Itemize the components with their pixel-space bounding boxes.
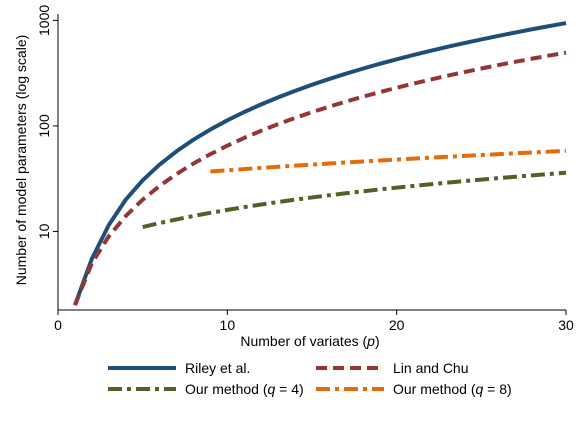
y-ticks: 10 100 1000 xyxy=(36,5,58,239)
series-line-0 xyxy=(73,21,567,306)
y-axis-title: Number of model parameters (log scale) xyxy=(13,35,29,286)
x-tick-label: 10 xyxy=(220,317,236,333)
legend-label-riley: Riley et al. xyxy=(185,360,250,376)
series-lines xyxy=(73,21,567,306)
x-tick-label: 30 xyxy=(558,317,574,333)
legend: Riley et al. Lin and Chu Our method (q =… xyxy=(108,360,512,397)
y-tick-label: 1000 xyxy=(36,5,52,36)
legend-label-lin-chu: Lin and Chu xyxy=(393,360,469,376)
y-tick-label: 100 xyxy=(36,114,52,138)
legend-label-q4: Our method (q = 4) xyxy=(185,381,304,397)
x-ticks: 0 10 20 30 xyxy=(54,310,574,333)
x-tick-label: 20 xyxy=(389,317,405,333)
legend-label-q8: Our method (q = 8) xyxy=(393,381,512,397)
series-line-3 xyxy=(210,148,567,174)
x-tick-label: 0 xyxy=(54,317,62,333)
series-line-1 xyxy=(73,50,567,306)
x-axis-title: Number of variates (p) xyxy=(240,333,379,349)
series-line-2 xyxy=(142,170,567,230)
y-tick-label: 10 xyxy=(36,223,52,239)
axes xyxy=(57,14,566,311)
